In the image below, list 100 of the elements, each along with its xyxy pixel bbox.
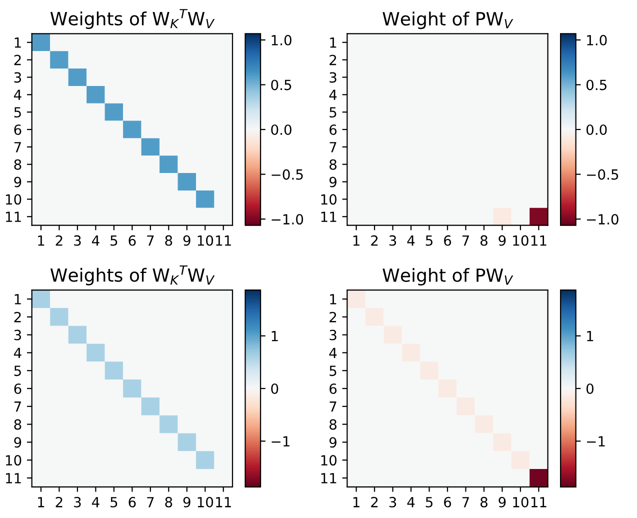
y-tick-label: 2 xyxy=(14,54,21,66)
x-tick-label: 8 xyxy=(165,235,172,246)
y-tick-label: 3 xyxy=(330,330,336,340)
x-tick-label: 10 xyxy=(513,496,528,508)
x-tick-label: 1 xyxy=(353,235,360,246)
y-tick-label: 5 xyxy=(14,107,21,118)
color-bar-label: 1.0 xyxy=(587,34,607,46)
y-tick-label: 9 xyxy=(329,176,336,188)
x-tick-label: 11 xyxy=(216,235,231,246)
color-bar-label: 0.5 xyxy=(586,80,606,90)
x-tick-label: 2 xyxy=(371,496,378,508)
y-tick-label: 10 xyxy=(321,455,337,466)
x-tick-label: 9 xyxy=(498,496,506,508)
y-tick-label: 9 xyxy=(14,176,22,188)
chart-title: Weights of W$_{K}$$^{T}$W$_{V}$ xyxy=(50,265,215,286)
x-tick-label: 11 xyxy=(216,497,231,508)
x-tick-label: 2 xyxy=(56,235,62,246)
color-bar-label: −1.0 xyxy=(272,214,304,225)
x-tick-label: 9 xyxy=(183,496,190,508)
x-tick-label: 10 xyxy=(198,235,214,246)
x-tick-label: 8 xyxy=(480,235,488,246)
y-tick-label: 7 xyxy=(330,142,336,152)
color-bar-label: 0 xyxy=(586,383,594,394)
y-tick-label: 2 xyxy=(330,312,336,322)
x-tick-label: 10 xyxy=(513,235,528,246)
y-tick-label: 6 xyxy=(14,383,22,394)
color-bar-label: 1 xyxy=(587,331,594,342)
y-tick-label: 6 xyxy=(330,383,337,394)
x-tick-label: 2 xyxy=(56,496,62,508)
y-tick-label: 5 xyxy=(330,107,336,118)
x-tick-label: 8 xyxy=(165,496,172,508)
x-tick-label: 8 xyxy=(480,496,488,508)
color-bar-label: 1 xyxy=(272,331,278,342)
y-tick-label: 8 xyxy=(330,419,336,430)
y-tick-label: 5 xyxy=(330,366,336,376)
y-tick-label: 6 xyxy=(330,124,337,135)
x-tick-label: 5 xyxy=(426,497,432,508)
y-tick-label: 4 xyxy=(329,348,337,358)
y-tick-label: 8 xyxy=(14,159,22,170)
y-tick-label: 4 xyxy=(14,90,22,100)
x-tick-label: 4 xyxy=(407,497,415,508)
x-tick-label: 4 xyxy=(92,235,100,246)
x-tick-label: 1 xyxy=(353,497,360,508)
x-tick-label: 1 xyxy=(38,235,44,246)
y-tick-label: 1 xyxy=(14,294,21,304)
y-tick-label: 7 xyxy=(14,142,21,152)
color-bar-label: 1.0 xyxy=(272,34,292,46)
y-tick-label: 2 xyxy=(14,312,21,322)
x-tick-label: 7 xyxy=(462,497,469,508)
y-tick-label: 11 xyxy=(6,212,21,222)
y-tick-label: 4 xyxy=(14,348,22,358)
x-tick-label: 3 xyxy=(74,235,81,246)
x-tick-label: 11 xyxy=(531,497,546,508)
y-tick-label: 8 xyxy=(14,419,22,430)
x-tick-label: 6 xyxy=(444,496,452,508)
chart-title: Weight of PW$_{V}$ xyxy=(382,12,514,30)
color-bar-label: 0.0 xyxy=(271,124,292,135)
y-tick-label: 1 xyxy=(330,38,336,48)
y-tick-label: 6 xyxy=(14,124,22,135)
y-tick-label: 8 xyxy=(330,159,336,170)
x-tick-label: 3 xyxy=(389,235,396,246)
y-tick-label: 5 xyxy=(14,366,21,376)
x-tick-label: 5 xyxy=(110,235,118,246)
x-tick-label: 4 xyxy=(92,497,100,508)
chart-title: Weight of PW$_{V}$ xyxy=(382,268,514,286)
y-tick-label: 3 xyxy=(14,330,22,340)
y-tick-label: 10 xyxy=(6,455,22,466)
chart-title: Weights of W$_{K}$$^{T}$W$_{V}$ xyxy=(50,9,215,29)
x-tick-label: 6 xyxy=(444,235,452,246)
x-tick-label: 1 xyxy=(38,497,44,508)
x-tick-label: 3 xyxy=(389,496,396,508)
x-tick-label: 11 xyxy=(531,235,546,246)
x-tick-label: 6 xyxy=(128,235,136,246)
y-tick-label: 3 xyxy=(14,72,22,83)
x-tick-label: 10 xyxy=(198,496,214,508)
x-tick-label: 7 xyxy=(462,235,469,246)
color-bar-label: −0.5 xyxy=(587,169,618,180)
y-tick-label: 4 xyxy=(329,90,337,100)
y-tick-label: 1 xyxy=(14,38,21,48)
y-tick-label: 3 xyxy=(330,72,336,83)
y-tick-label: 10 xyxy=(321,194,337,205)
x-tick-label: 9 xyxy=(183,235,190,246)
y-tick-label: 9 xyxy=(329,437,336,448)
x-tick-label: 9 xyxy=(498,235,506,246)
color-bar-label: 0.0 xyxy=(586,124,607,135)
x-tick-label: 5 xyxy=(110,497,118,508)
y-tick-label: 11 xyxy=(321,212,336,222)
x-tick-label: 5 xyxy=(426,235,432,246)
x-tick-label: 6 xyxy=(128,496,136,508)
y-tick-label: 10 xyxy=(6,194,22,205)
y-tick-label: 9 xyxy=(14,437,22,448)
color-bar-label: 0 xyxy=(271,383,278,394)
color-bar-label: −1 xyxy=(272,436,290,446)
y-tick-label: 11 xyxy=(321,473,336,484)
x-tick-label: 7 xyxy=(147,497,154,508)
y-tick-label: 2 xyxy=(330,54,336,66)
x-tick-label: 4 xyxy=(407,235,415,246)
y-tick-label: 1 xyxy=(330,294,336,304)
y-tick-label: 11 xyxy=(6,473,21,484)
color-bar-label: −1.0 xyxy=(587,214,618,225)
